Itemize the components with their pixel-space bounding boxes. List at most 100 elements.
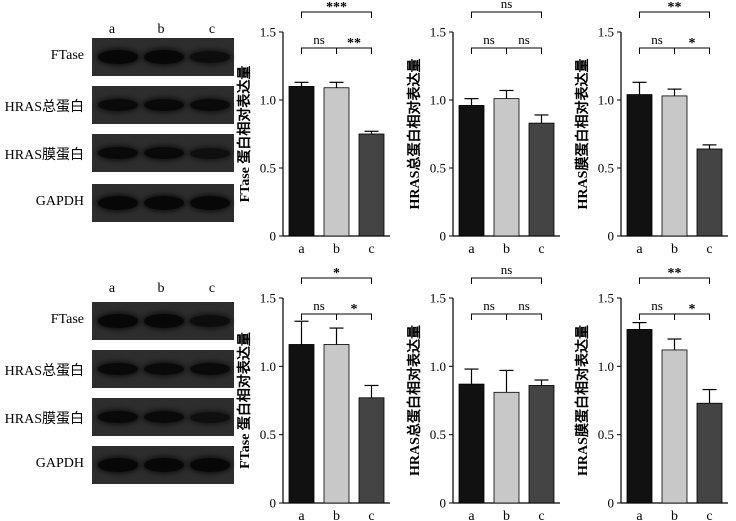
bar xyxy=(458,105,485,237)
blot-row-label: FTase xyxy=(50,312,84,327)
y-tick-label: 0 xyxy=(440,496,447,511)
bar xyxy=(661,349,688,504)
blot-band xyxy=(144,314,184,328)
bar xyxy=(696,402,723,504)
bar xyxy=(323,87,350,237)
x-tick-label: b xyxy=(503,242,510,257)
significance-bracket xyxy=(506,47,542,54)
blot-strip xyxy=(92,38,234,76)
significance-label: ns xyxy=(518,32,530,47)
x-tick-label: b xyxy=(333,509,340,521)
blot-band xyxy=(144,410,184,424)
x-tick-label: b xyxy=(503,509,510,521)
bar xyxy=(493,98,520,237)
x-tick-label: c xyxy=(706,509,712,521)
significance-bracket xyxy=(336,47,372,54)
blot-band xyxy=(144,50,184,64)
lane-label: c xyxy=(208,22,216,37)
blot-band xyxy=(190,196,230,210)
y-tick-label: 1.0 xyxy=(598,359,614,374)
significance-label: * xyxy=(351,302,358,317)
y-tick-label: 1.0 xyxy=(430,359,446,374)
blot-band xyxy=(98,146,138,160)
significance-label: ns xyxy=(518,298,530,313)
x-tick-label: a xyxy=(298,509,305,521)
blot-strip xyxy=(92,86,234,124)
blot-band xyxy=(190,51,230,63)
significance-label: ns xyxy=(313,298,325,313)
significance-label: ns xyxy=(313,32,325,47)
significance-bracket xyxy=(639,313,675,320)
y-axis-label: HRAS总蛋白相对表达量 xyxy=(406,59,423,210)
blot-band xyxy=(98,362,138,376)
lane-label: a xyxy=(108,281,116,296)
y-tick-label: 1.5 xyxy=(598,291,614,306)
y-axis-label: FTase 蛋白相对表达量 xyxy=(236,66,253,203)
significance-bracket xyxy=(639,11,710,18)
blot-strip xyxy=(92,350,234,388)
x-tick-label: c xyxy=(538,509,544,521)
significance-bracket xyxy=(674,47,710,54)
y-tick-label: 1.0 xyxy=(260,93,276,108)
blot-band xyxy=(190,147,230,159)
significance-label: ns xyxy=(501,262,513,277)
blot-band xyxy=(190,458,230,472)
significance-bracket xyxy=(674,313,710,320)
significance-bracket xyxy=(336,313,372,320)
blot-row-label: GAPDH xyxy=(35,456,84,471)
blot-band xyxy=(98,458,138,472)
blot-strip xyxy=(92,184,234,222)
blot-strip xyxy=(92,302,234,340)
blot-row-label: HRAS膜蛋白 xyxy=(4,148,84,163)
significance-label: * xyxy=(333,266,340,281)
significance-bracket xyxy=(506,313,542,320)
blot-band xyxy=(190,411,230,423)
y-tick-label: 1.5 xyxy=(430,291,446,306)
x-tick-label: b xyxy=(671,509,678,521)
blot-band xyxy=(190,98,230,112)
significance-label: ** xyxy=(668,266,682,281)
bar xyxy=(358,133,385,237)
y-tick-label: 1.5 xyxy=(260,25,276,40)
blot-row-label: FTase xyxy=(50,48,84,63)
x-tick-label: c xyxy=(538,242,544,257)
bar xyxy=(358,397,385,504)
blot-row-label: GAPDH xyxy=(35,194,84,209)
x-tick-label: a xyxy=(636,242,643,257)
significance-label: ** xyxy=(668,0,682,15)
significance-label: ns xyxy=(501,0,513,11)
significance-label: ns xyxy=(651,298,663,313)
y-tick-label: 0.5 xyxy=(260,427,276,442)
blot-row-label: HRAS总蛋白 xyxy=(4,100,84,115)
blot-band xyxy=(144,362,184,376)
blot-row-label: HRAS总蛋白 xyxy=(4,364,84,379)
y-tick-label: 0 xyxy=(270,496,277,511)
lane-label: a xyxy=(108,22,116,37)
significance-bracket xyxy=(301,11,372,18)
blot-band xyxy=(98,50,138,64)
significance-label: *** xyxy=(326,0,347,15)
significance-bracket xyxy=(471,11,542,18)
y-axis-label: HRAS膜蛋白相对表达量 xyxy=(574,325,591,476)
x-tick-label: c xyxy=(368,242,374,257)
bar xyxy=(493,391,520,504)
y-tick-label: 0.5 xyxy=(260,161,276,176)
y-tick-label: 1.0 xyxy=(430,93,446,108)
x-tick-label: a xyxy=(298,242,305,257)
bar xyxy=(288,86,315,237)
y-tick-label: 0 xyxy=(440,229,447,244)
lane-label: b xyxy=(157,281,165,296)
blot-band xyxy=(144,98,184,112)
bar xyxy=(626,94,653,237)
blot-row-label: HRAS膜蛋白 xyxy=(4,412,84,427)
blot-band xyxy=(190,315,230,327)
blot-band xyxy=(144,146,184,160)
y-tick-label: 1.5 xyxy=(598,25,614,40)
bar xyxy=(528,122,555,237)
bar xyxy=(626,329,653,504)
